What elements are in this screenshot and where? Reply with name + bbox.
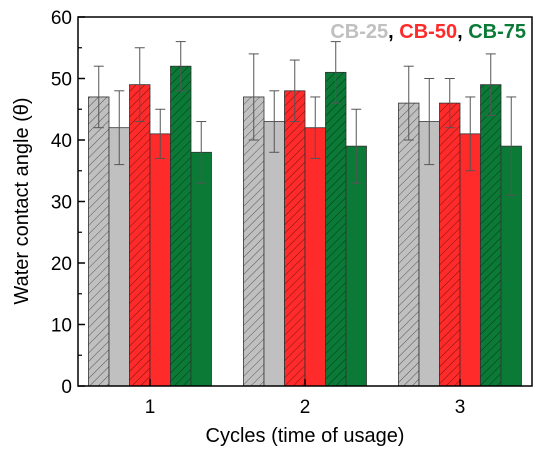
error-bar-series-3-cycle-2 xyxy=(289,59,300,123)
error-bar-series-2-cycle-1 xyxy=(114,90,125,166)
legend-cb50: CB-50 xyxy=(399,21,457,43)
error-bar-series-4-cycle-2 xyxy=(310,96,321,159)
legend-separator-2: , xyxy=(457,21,468,43)
error-bar-series-1-cycle-2 xyxy=(248,53,259,141)
bar-hatch-series-1-cycle-3 xyxy=(398,103,419,386)
error-bar-series-5-cycle-2 xyxy=(330,41,341,104)
bar-hatch-series-5-cycle-1 xyxy=(170,66,191,386)
legend-cb75: CB-75 xyxy=(468,21,526,43)
y-axis: 0 10 20 30 40 50 60 xyxy=(51,8,85,398)
error-bar-series-4-cycle-1 xyxy=(155,108,166,159)
bar-hatch-series-1-cycle-1 xyxy=(88,96,109,386)
bar-hatch-series-3-cycle-2 xyxy=(284,90,305,387)
error-bar-series-3-cycle-1 xyxy=(134,47,145,123)
x-tick-label: 1 xyxy=(145,397,156,418)
error-bar-series-5-cycle-1 xyxy=(175,41,186,92)
x-axis-title: Cycles (time of usage) xyxy=(206,425,405,447)
error-bar-series-2-cycle-2 xyxy=(269,90,280,153)
y-tick-label: 30 xyxy=(51,193,72,214)
x-tick-label: 2 xyxy=(300,397,311,418)
error-bar-series-2-cycle-3 xyxy=(424,78,435,166)
y-tick-label: 40 xyxy=(51,131,72,152)
error-bar-series-1-cycle-1 xyxy=(93,65,104,129)
bar-hatch-series-3-cycle-1 xyxy=(129,84,150,387)
y-tick-label: 20 xyxy=(51,254,72,275)
x-axis: 1 2 3 xyxy=(145,379,466,418)
y-tick-label: 60 xyxy=(51,8,72,29)
error-bar-series-6-cycle-1 xyxy=(196,121,207,184)
bar-series-4-cycle-2 xyxy=(304,127,326,387)
error-bars-layer xyxy=(93,41,517,196)
error-bar-series-6-cycle-3 xyxy=(506,96,517,196)
legend: CB-25, CB-50, CB-75 xyxy=(330,21,526,43)
error-bar-series-6-cycle-2 xyxy=(351,108,362,184)
error-bar-series-5-cycle-3 xyxy=(485,53,496,116)
bar-hatch-series-3-cycle-3 xyxy=(439,103,460,386)
bar-series-6-cycle-1 xyxy=(190,151,212,387)
error-bar-series-1-cycle-3 xyxy=(403,65,414,141)
y-axis-title: Water contact angle (θ) xyxy=(11,97,33,304)
bar-series-2-cycle-2 xyxy=(263,121,285,387)
bar-hatch-series-5-cycle-3 xyxy=(480,84,501,387)
legend-cb25: CB-25 xyxy=(330,21,388,43)
y-tick-label: 50 xyxy=(51,70,72,91)
error-bar-series-3-cycle-3 xyxy=(444,78,455,129)
bars-layer xyxy=(88,65,522,387)
legend-separator-1: , xyxy=(388,21,399,43)
bar-hatch-series-1-cycle-2 xyxy=(243,96,264,386)
bar-hatch-series-5-cycle-2 xyxy=(325,72,346,386)
error-bar-series-4-cycle-3 xyxy=(465,96,476,172)
bar-series-2-cycle-1 xyxy=(108,127,130,387)
y-tick-label: 0 xyxy=(61,377,72,398)
bar-series-4-cycle-3 xyxy=(459,133,481,387)
y-tick-label: 10 xyxy=(51,316,72,337)
bar-series-4-cycle-1 xyxy=(149,133,171,387)
x-tick-label: 3 xyxy=(455,397,466,418)
